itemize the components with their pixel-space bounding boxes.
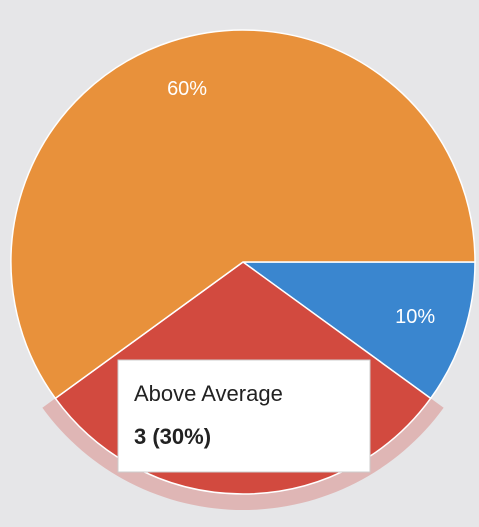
pie-slice [240, 261, 476, 400]
tooltip-name: Above Average [134, 381, 283, 406]
tooltip-box [117, 359, 371, 473]
tooltip: Above Average 3 (30%) [117, 359, 371, 473]
pie-slice [10, 29, 476, 400]
slice-label: 60% [167, 78, 207, 100]
tooltip-value: 3 (30%) [134, 424, 211, 449]
slice-label: 10% [395, 306, 435, 328]
